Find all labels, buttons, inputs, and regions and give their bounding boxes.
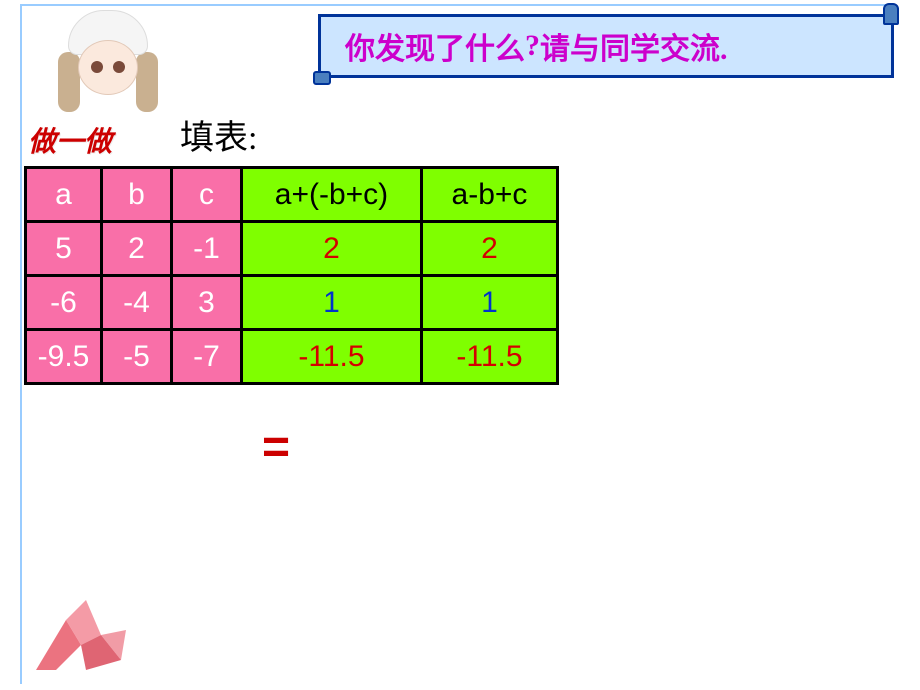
table-row: -9.5 -5 -7 -11.5 -11.5 xyxy=(26,330,558,384)
col-header-expr1: a+(-b+c) xyxy=(242,168,422,222)
col-header-b: b xyxy=(102,168,172,222)
cell-a: -9.5 xyxy=(26,330,102,384)
cell-expr2: -11.5 xyxy=(422,330,558,384)
avatar-illustration xyxy=(58,10,158,120)
scroll-decoration-left xyxy=(313,71,331,85)
table-header-row: a b c a+(-b+c) a-b+c xyxy=(26,168,558,222)
cell-expr2: 1 xyxy=(422,276,558,330)
callout-text-2: 请与同学交流. xyxy=(540,24,728,68)
cell-a: -6 xyxy=(26,276,102,330)
origami-crane-icon xyxy=(26,590,146,680)
cell-c: -1 xyxy=(172,222,242,276)
fill-table-label: 填表: xyxy=(180,110,257,159)
table-row: 5 2 -1 2 2 xyxy=(26,222,558,276)
computation-table: a b c a+(-b+c) a-b+c 5 2 -1 2 2 -6 -4 3 … xyxy=(24,166,559,385)
cell-b: -5 xyxy=(102,330,172,384)
col-header-a: a xyxy=(26,168,102,222)
cell-b: -4 xyxy=(102,276,172,330)
cell-a: 5 xyxy=(26,222,102,276)
scroll-decoration-top xyxy=(883,3,899,25)
cell-c: -7 xyxy=(172,330,242,384)
cell-c: 3 xyxy=(172,276,242,330)
callout-text-1: 你发现了什么 xyxy=(345,24,525,68)
left-rule xyxy=(20,4,22,684)
table-row: -6 -4 3 1 1 xyxy=(26,276,558,330)
cell-expr1: 1 xyxy=(242,276,422,330)
top-rule xyxy=(20,4,890,6)
col-header-c: c xyxy=(172,168,242,222)
equals-sign: = xyxy=(262,420,290,475)
callout-box: 你发现了什么?请与同学交流. xyxy=(318,14,894,78)
col-header-expr2: a-b+c xyxy=(422,168,558,222)
do-it-label: 做一做 xyxy=(28,120,112,160)
cell-expr1: 2 xyxy=(242,222,422,276)
callout-question-mark: ? xyxy=(525,29,540,63)
cell-expr2: 2 xyxy=(422,222,558,276)
cell-b: 2 xyxy=(102,222,172,276)
cell-expr1: -11.5 xyxy=(242,330,422,384)
